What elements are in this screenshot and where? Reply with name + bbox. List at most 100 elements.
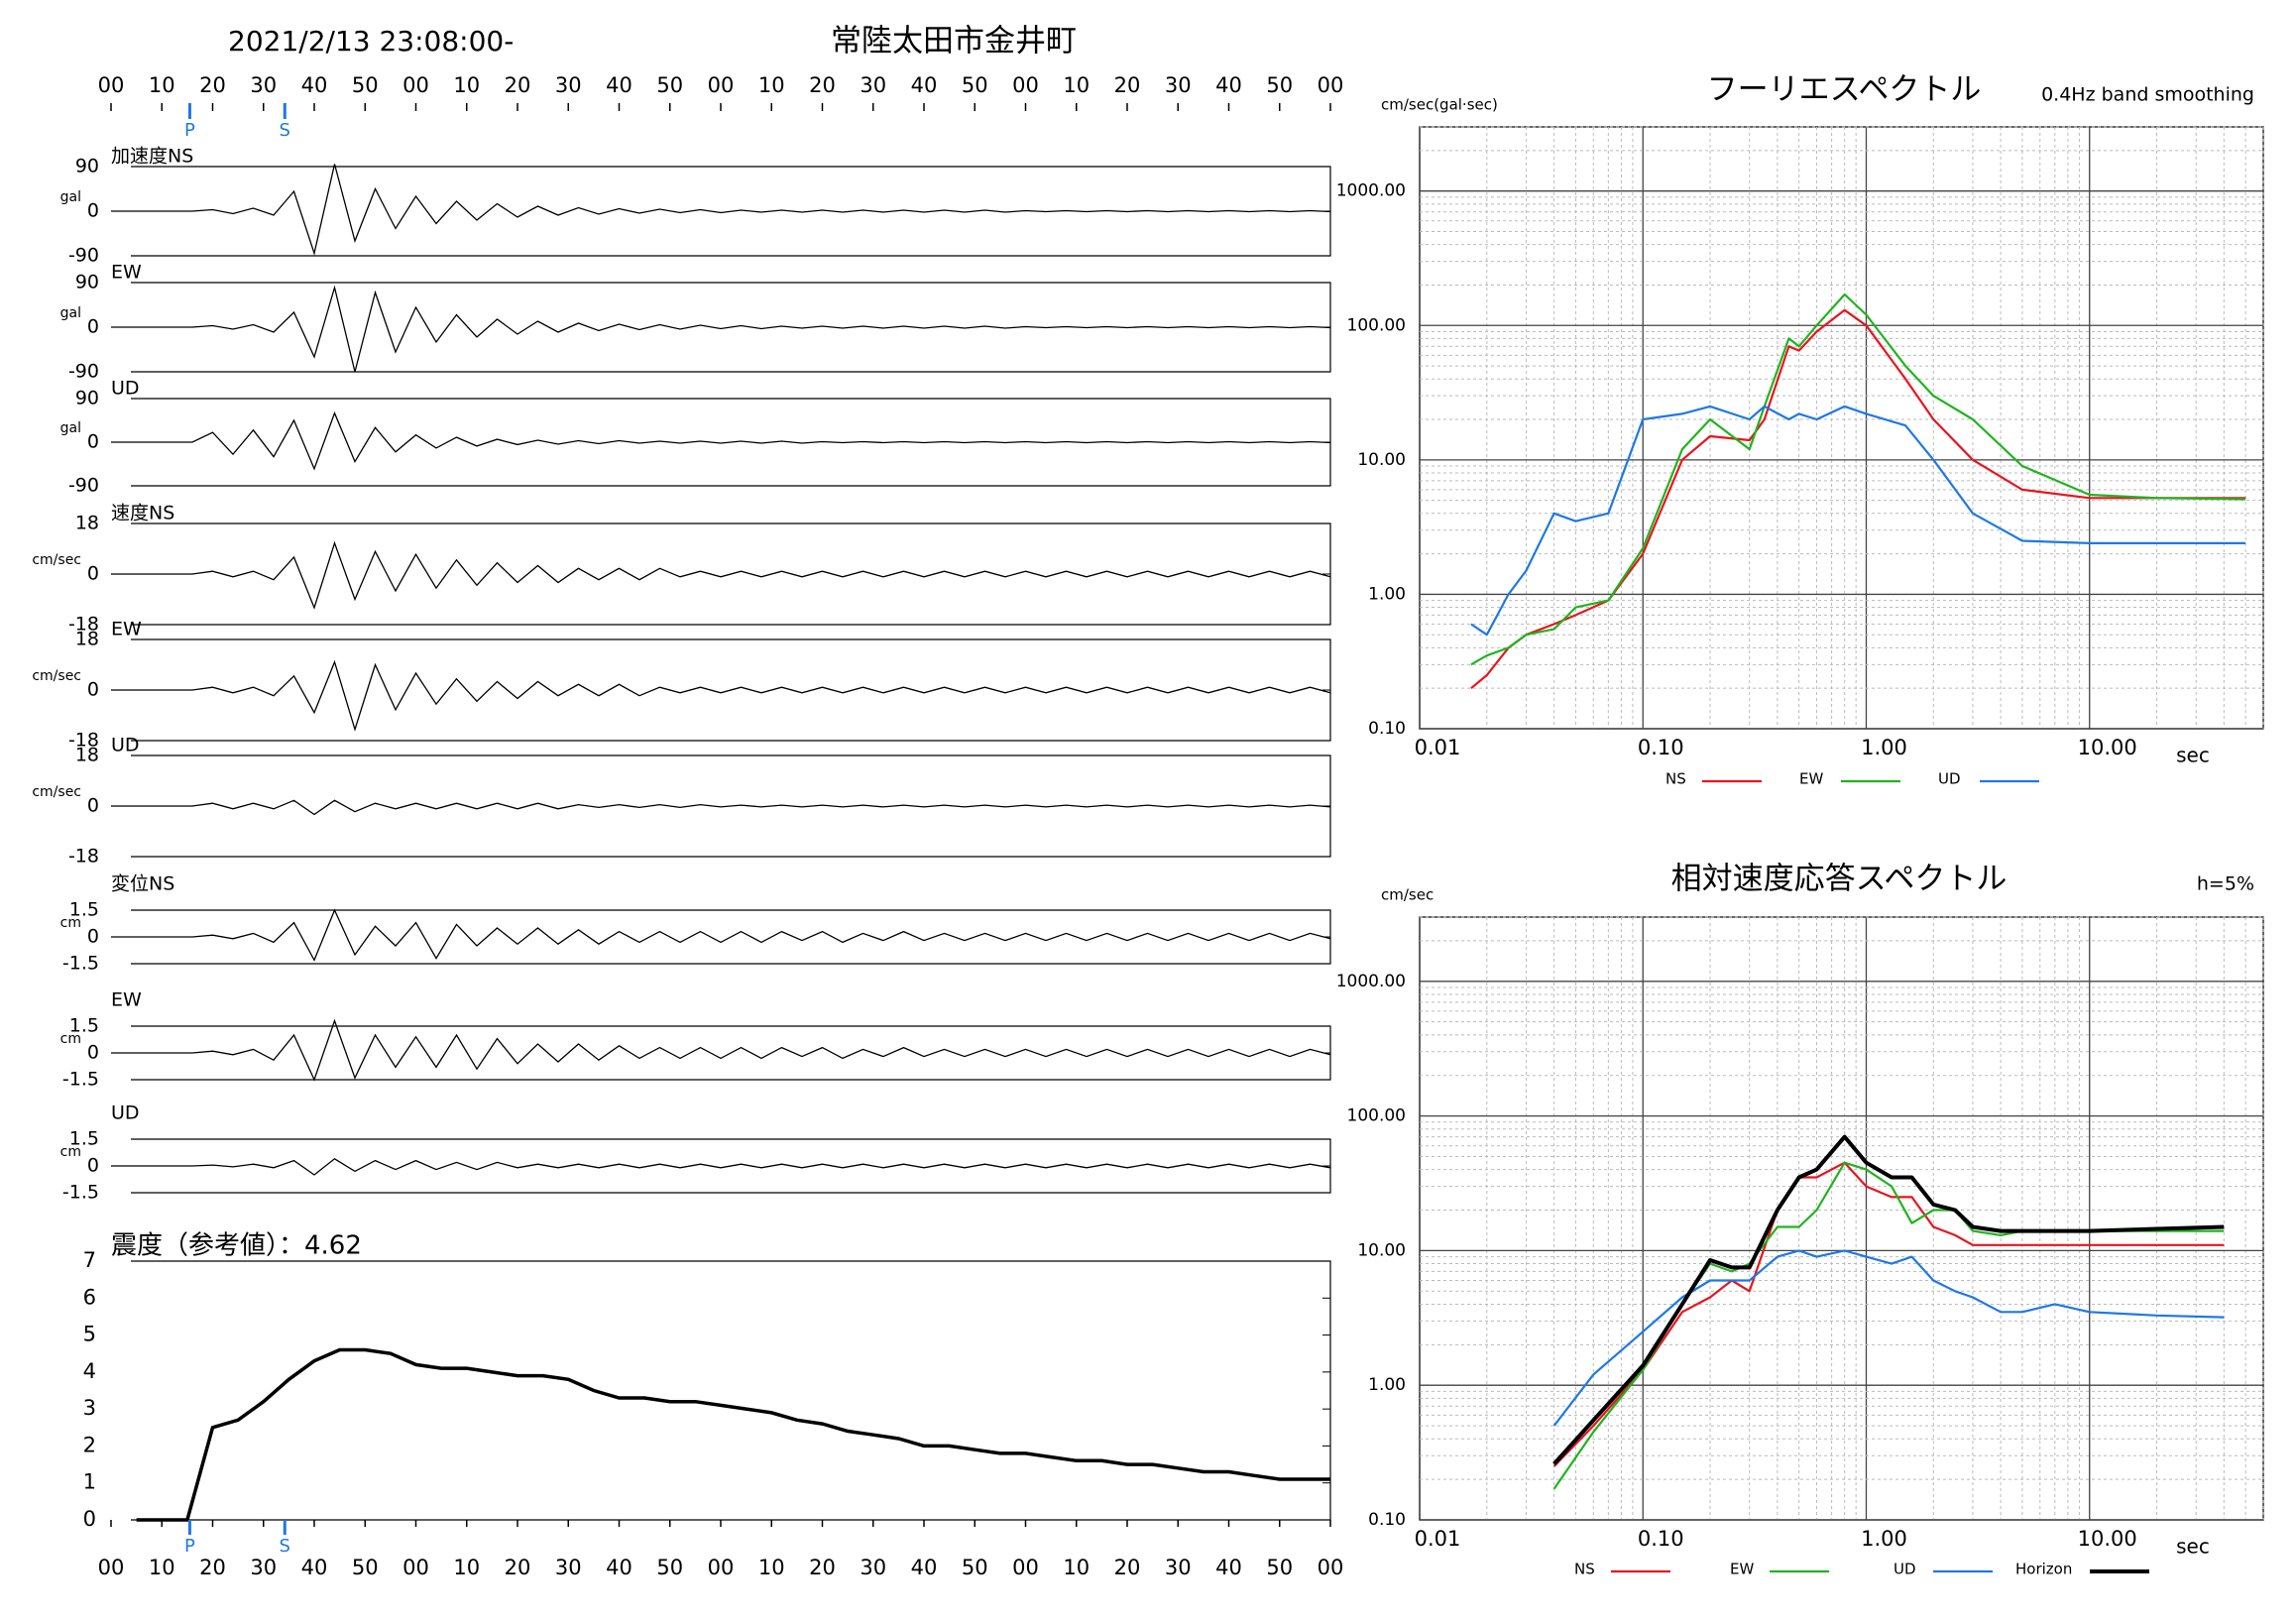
phase-label: P [184, 120, 195, 141]
unit-label: cm [60, 915, 81, 931]
waveform [111, 410, 1331, 471]
phase-label: S [280, 120, 290, 141]
y-tick-label: 0 [87, 316, 99, 338]
time-tick-label: 40 [301, 1556, 328, 1579]
time-tick-label: 50 [1266, 1556, 1293, 1579]
chart-subtitle: 0.4Hz band smoothing [2041, 84, 2254, 106]
time-tick-label: 30 [1165, 1556, 1192, 1579]
time-tick-label: 00 [1012, 73, 1039, 97]
waveform [111, 1158, 1331, 1176]
time-tick-label: 40 [1215, 73, 1242, 97]
unit-label: cm/sec [32, 784, 81, 800]
waveform [111, 164, 1331, 256]
x-tick-label: 0.10 [1638, 1527, 1684, 1551]
y-tick-label: 10.00 [1357, 1240, 1406, 1260]
intensity-title: 震度（参考値）：4.62 [111, 1231, 362, 1261]
waveform [111, 540, 1331, 610]
phase-label: P [184, 1536, 195, 1557]
phase-label: S [280, 1536, 290, 1557]
plot-area [1419, 126, 2264, 730]
intensity-frame [131, 1260, 1331, 1521]
time-tick-label: 50 [352, 73, 379, 97]
panel-label: UD [111, 735, 140, 756]
y-tick-label: 0 [87, 926, 99, 948]
time-tick-label: 00 [1318, 73, 1344, 97]
panel-label: UD [111, 378, 140, 400]
time-tick-label: 50 [1266, 73, 1293, 97]
y-tick-label: 10.00 [1357, 450, 1406, 470]
time-tick-label: 50 [962, 1556, 988, 1579]
y-tick-label: 1.00 [1368, 1375, 1406, 1395]
y-tick-label: -90 [68, 245, 99, 267]
y-tick-label: 0.10 [1368, 1510, 1406, 1530]
x-axis-label: sec [2176, 1535, 2210, 1559]
y-tick-label: -18 [68, 846, 99, 868]
y-tick-label: 0 [87, 1155, 99, 1177]
time-tick-label: 40 [301, 73, 328, 97]
y-tick-label: 1000.00 [1336, 972, 1406, 991]
time-tick-label: 00 [708, 1556, 735, 1579]
time-tick-label: 00 [708, 73, 735, 97]
y-tick-label: 5 [83, 1323, 96, 1346]
legend-label: Horizon [2015, 1561, 2072, 1578]
y-tick-label: -1.5 [62, 953, 99, 975]
x-tick-label: 0.01 [1415, 1527, 1461, 1551]
x-axis-label: sec [2176, 744, 2210, 767]
x-tick-label: 0.01 [1415, 736, 1461, 759]
chart-title: 相対速度応答スペクトル [1671, 862, 2008, 897]
time-tick-label: 20 [199, 1556, 226, 1579]
time-tick-label: 00 [98, 73, 125, 97]
time-tick-label: 10 [453, 73, 480, 97]
time-tick-label: 00 [1012, 1556, 1039, 1579]
y-tick-label: -18 [68, 730, 99, 752]
time-tick-label: 20 [505, 1556, 531, 1579]
waveform [111, 659, 1331, 732]
waveform [111, 799, 1331, 816]
time-tick-label: 00 [402, 73, 429, 97]
chart-subtitle: h=5% [2197, 873, 2254, 895]
y-tick-label: 90 [75, 272, 99, 293]
time-tick-label: 40 [911, 1556, 938, 1579]
plot-area [1419, 916, 2264, 1521]
time-tick-label: 10 [758, 73, 785, 97]
y-tick-label: 0 [87, 563, 99, 585]
time-tick-label: 20 [505, 73, 531, 97]
legend-label: UD [1894, 1561, 1916, 1578]
y-tick-label: 3 [83, 1396, 96, 1420]
y-tick-label: 100.00 [1347, 1106, 1406, 1126]
time-tick-label: 50 [962, 73, 988, 97]
time-tick-label: 30 [250, 73, 277, 97]
spectrum-line [1552, 1249, 2225, 1427]
y-tick-label: 18 [75, 745, 99, 766]
time-tick-label: 00 [402, 1556, 429, 1579]
y-tick-label: -90 [68, 475, 99, 497]
waveform [111, 1018, 1331, 1082]
y-tick-label: 7 [83, 1248, 96, 1272]
y-tick-label: 0 [87, 679, 99, 701]
x-tick-label: 10.00 [2078, 1527, 2137, 1551]
y-tick-label: 6 [83, 1285, 96, 1309]
legend-label: NS [1574, 1561, 1595, 1578]
time-tick-label: 50 [352, 1556, 379, 1579]
spectrum-line [1552, 1134, 2225, 1465]
x-tick-label: 1.00 [1861, 736, 1907, 759]
y-tick-label: 2 [83, 1433, 96, 1456]
unit-label: gal [60, 189, 81, 205]
unit-label: cm [60, 1031, 81, 1047]
y-tick-label: 1.5 [69, 1128, 99, 1150]
unit-label: cm/sec [32, 668, 81, 684]
y-tick-label: -1.5 [62, 1069, 99, 1091]
legend-label: EW [1730, 1561, 1754, 1578]
time-tick-label: 20 [1114, 1556, 1141, 1579]
time-tick-label: 40 [1215, 1556, 1242, 1579]
unit-label: cm/sec [32, 552, 81, 568]
y-tick-label: 90 [75, 388, 99, 409]
legend-label: UD [1938, 770, 1961, 788]
time-tick-label: 30 [860, 73, 886, 97]
y-tick-label: -90 [68, 361, 99, 383]
y-tick-label: 0 [87, 431, 99, 453]
y-tick-label: 1.5 [69, 1015, 99, 1037]
time-tick-label: 20 [199, 73, 226, 97]
